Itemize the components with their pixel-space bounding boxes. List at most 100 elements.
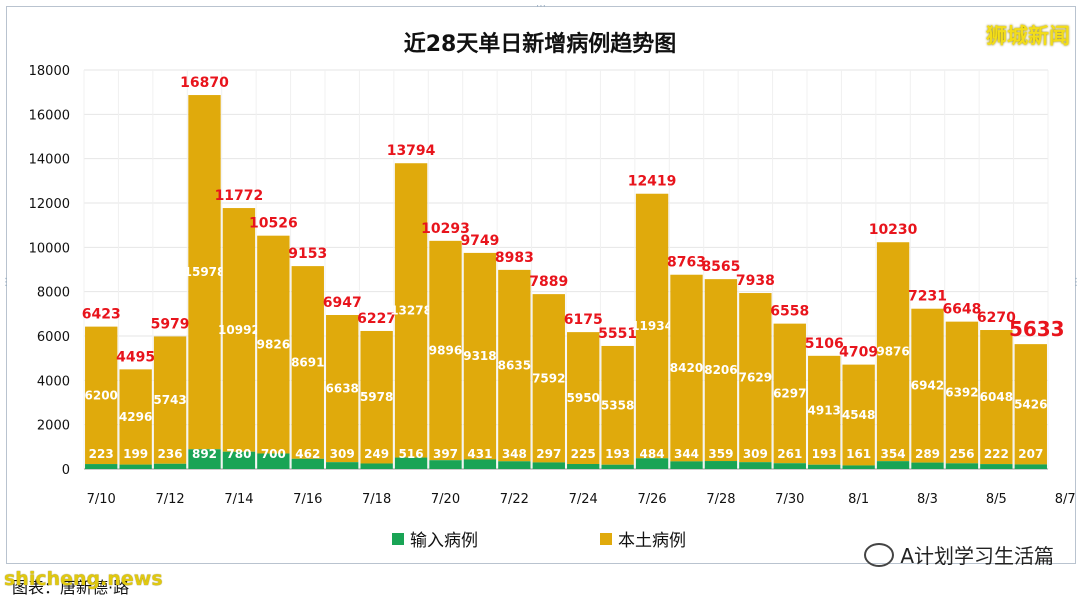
bar-imported: [945, 463, 979, 469]
imported-value-label: 354: [881, 447, 906, 461]
local-value-label: 8206: [704, 363, 737, 377]
total-value-label: 10526: [249, 216, 298, 232]
imported-value-label: 223: [89, 447, 114, 461]
bar-local: [704, 279, 738, 462]
imported-value-label: 193: [812, 447, 837, 461]
imported-value-label: 309: [330, 447, 355, 461]
total-value-label: 13794: [387, 143, 436, 159]
bar-imported: [1014, 464, 1047, 469]
local-value-label: 8420: [670, 361, 703, 375]
imported-value-label: 359: [708, 447, 733, 461]
bar-imported: [808, 464, 841, 469]
total-value-label: 8763: [667, 255, 706, 271]
wechat-icon: [864, 542, 895, 567]
bar-local: [601, 345, 634, 465]
local-value-label: 9876: [876, 345, 909, 359]
imported-value-label: 256: [949, 447, 974, 461]
y-tick-label: 0: [62, 463, 70, 478]
legend-imported-label: 输入病例: [410, 531, 478, 551]
local-value-label: 4913: [808, 403, 841, 417]
y-tick-label: 16000: [29, 108, 70, 123]
bar-local: [635, 193, 669, 459]
local-value-label: 4296: [119, 410, 152, 424]
total-value-label: 5551: [598, 326, 637, 342]
x-tick-label: 7/12: [155, 492, 184, 507]
imported-value-label: 222: [984, 447, 1009, 461]
bar-imported: [463, 459, 497, 469]
total-value-label: 5106: [805, 336, 844, 352]
source-watermark: shicheng.news: [4, 568, 163, 590]
total-value-label: 6947: [323, 295, 362, 311]
total-value-label: 7938: [736, 273, 775, 289]
local-value-label: 5978: [360, 390, 393, 404]
imported-value-label: 348: [502, 447, 527, 461]
total-value-label: 9153: [288, 246, 327, 262]
resize-handle-left[interactable]: ⋮: [1, 277, 11, 288]
bar-imported: [635, 458, 669, 469]
bar-imported: [188, 449, 221, 469]
watermark-text: A计划学习生活篇: [900, 544, 1054, 568]
total-value-label: 5633: [1009, 317, 1065, 341]
bar-local: [291, 266, 324, 459]
bar-imported: [739, 462, 772, 469]
local-value-label: 9318: [463, 349, 496, 363]
bar-imported: [842, 465, 875, 469]
legend-local: 本土病例: [600, 526, 686, 551]
x-tick-label: 7/26: [637, 492, 666, 507]
y-tick-label: 12000: [29, 197, 70, 212]
bar-local: [463, 252, 497, 460]
bar-local: [739, 293, 772, 463]
total-value-label: 10230: [869, 222, 918, 238]
total-value-label: 7231: [908, 289, 947, 305]
total-value-label: 6558: [770, 304, 809, 320]
y-tick-label: 18000: [29, 64, 70, 79]
bar-local: [567, 332, 600, 465]
x-tick-label: 7/22: [500, 492, 529, 507]
total-value-label: 8983: [495, 250, 534, 266]
bar-imported: [601, 464, 634, 469]
bar-imported: [257, 453, 290, 469]
bar-local: [945, 321, 979, 464]
bar-imported: [911, 462, 944, 469]
local-value-label: 15978: [184, 265, 226, 279]
total-value-label: 6175: [564, 312, 603, 328]
local-value-label: 10992: [218, 323, 260, 337]
x-tick-label: 7/20: [431, 492, 460, 507]
resize-handle-top[interactable]: ⋯: [536, 1, 546, 12]
bar-imported: [360, 463, 393, 469]
bar-local: [85, 326, 118, 465]
x-tick-label: 8/3: [917, 492, 938, 507]
bar-local: [153, 336, 187, 464]
bar-imported: [291, 458, 324, 469]
legend-local-label: 本土病例: [618, 531, 686, 551]
local-value-label: 8691: [291, 355, 324, 369]
imported-value-label: 484: [640, 447, 665, 461]
bar-imported: [326, 462, 359, 469]
x-tick-label: 8/1: [848, 492, 869, 507]
bar-local: [119, 369, 152, 465]
y-tick-label: 14000: [29, 153, 70, 168]
brand-logo-text: 狮城新闻: [986, 24, 1070, 48]
x-tick-label: 7/16: [293, 492, 322, 507]
chart-title: 近28天单日新增病例趋势图: [403, 32, 677, 57]
bar-local: [360, 330, 393, 464]
bar-imported: [394, 457, 428, 469]
bar-local: [773, 323, 806, 464]
local-value-label: 9896: [429, 344, 462, 358]
bar-local: [188, 95, 221, 450]
y-tick-label: 4000: [37, 374, 70, 389]
bar-local: [498, 269, 531, 462]
imported-value-label: 780: [226, 447, 251, 461]
imported-value-label: 207: [1018, 447, 1043, 461]
y-tick-label: 6000: [37, 330, 70, 345]
imported-value-label: 892: [192, 447, 217, 461]
legend-imported-swatch: [392, 532, 404, 545]
bar-imported: [980, 464, 1013, 469]
x-tick-label: 7/14: [224, 492, 253, 507]
imported-value-label: 289: [915, 447, 940, 461]
total-value-label: 12419: [628, 174, 677, 190]
total-value-label: 6648: [942, 302, 981, 318]
bar-local: [1014, 344, 1047, 465]
resize-handle-right[interactable]: ⋮: [1071, 277, 1080, 288]
local-value-label: 11934: [631, 319, 673, 333]
